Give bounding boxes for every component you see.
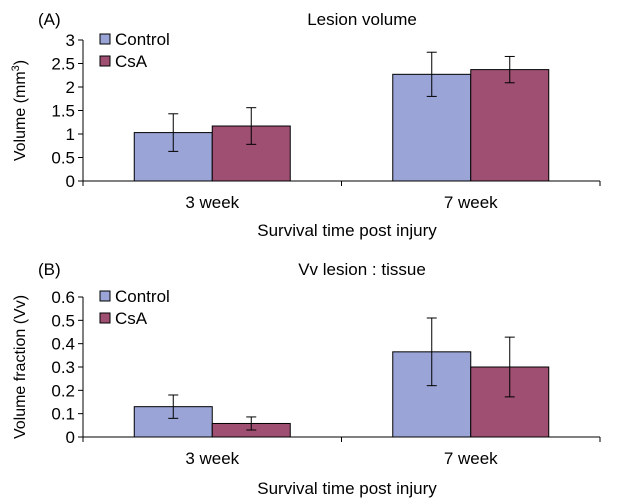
panel-a-label: (A) [38, 10, 61, 29]
chart-b-ytick-label: 0.6 [51, 288, 75, 307]
chart-b-ytick-label: 0.1 [51, 405, 75, 424]
chart-b-legend-swatch-control [99, 290, 111, 302]
chart-a-legend-swatch-control [99, 33, 111, 45]
chart-a-ylabel-sup: 3 [10, 65, 22, 71]
chart-b-legend-label-control: Control [115, 287, 170, 306]
chart-a-ylabel: Volume (mm3) [10, 60, 29, 161]
chart-a-ylabel-main: Volume (mm [12, 71, 29, 161]
chart-a-ytick-label: 3 [66, 31, 75, 50]
chart-b-ylabel-main: Volume fraction (Vv) [12, 295, 29, 439]
chart-b-xtick-label: 7 week [444, 449, 498, 468]
chart-a-ytick-label: 0.5 [51, 149, 75, 168]
chart-b-ytick-label: 0.5 [51, 311, 75, 330]
chart-a-xtick-label: 3 week [185, 193, 239, 212]
chart-a-xlabel: Survival time post injury [257, 221, 437, 240]
chart-b-legend-swatch-csa [99, 312, 111, 324]
chart-b-xtick-label: 3 week [185, 449, 239, 468]
chart-b-ytick-label: 0 [66, 428, 75, 447]
chart-a-title: Lesion volume [307, 10, 417, 29]
chart-b-xlabel: Survival time post injury [257, 479, 437, 498]
chart-a-legend-label-control: Control [115, 30, 170, 49]
chart-a-ytick-label: 1.5 [51, 102, 75, 121]
chart-a-legend-swatch-csa [99, 55, 111, 67]
chart-a-ytick-label: 2.5 [51, 55, 75, 74]
chart-b-title: Vv lesion : tissue [298, 260, 426, 279]
chart-b-ytick-label: 0.4 [51, 335, 75, 354]
chart-a-ytick-label: 1 [66, 125, 75, 144]
chart-a-ytick-label: 2 [66, 78, 75, 97]
chart-a-bar-csa-2 [470, 69, 550, 182]
chart-a-ytick-label: 0 [66, 172, 75, 191]
chart-a-legend-label-csa: CsA [115, 52, 148, 71]
chart-b-ytick-label: 0.2 [51, 381, 75, 400]
chart-a-ylabel-end: ) [12, 60, 29, 65]
chart-a-xtick-label: 7 week [444, 193, 498, 212]
panel-b-label: (B) [38, 260, 61, 279]
chart-b-ytick-label: 0.3 [51, 358, 75, 377]
chart-b-legend-label-csa: CsA [115, 309, 148, 328]
chart-b-ylabel: Volume fraction (Vv) [12, 295, 29, 439]
